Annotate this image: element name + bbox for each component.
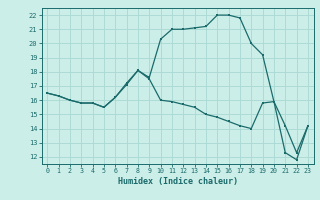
X-axis label: Humidex (Indice chaleur): Humidex (Indice chaleur) <box>118 177 237 186</box>
